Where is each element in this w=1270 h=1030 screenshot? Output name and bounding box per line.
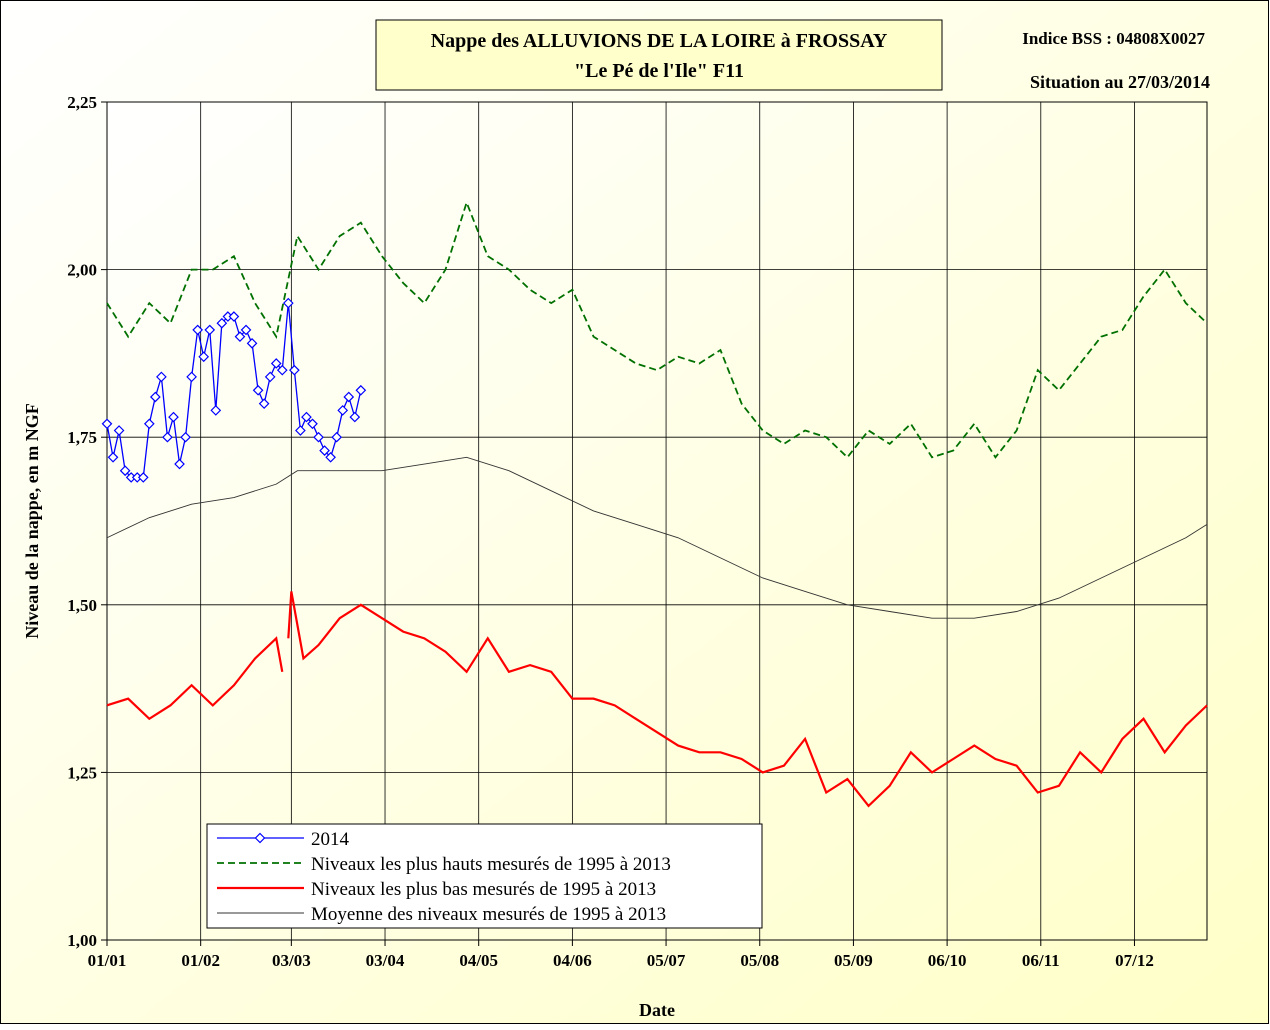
data-point bbox=[162, 431, 173, 443]
data-point bbox=[143, 418, 155, 430]
legend-box bbox=[206, 823, 763, 929]
legend-label: Niveaux les plus hauts mesurés de 1995 à… bbox=[311, 854, 671, 875]
y-tick-label: 1,50 bbox=[67, 596, 97, 615]
legend-label: Niveaux les plus bas mesurés de 1995 à 2… bbox=[311, 879, 656, 900]
x-tick-label: 07/12 bbox=[1115, 951, 1154, 970]
data-point bbox=[150, 391, 161, 403]
data-point bbox=[156, 371, 167, 383]
legend-label: Moyenne des niveaux mesurés de 1995 à 20… bbox=[311, 904, 666, 925]
x-tick-label: 06/11 bbox=[1022, 951, 1060, 970]
data-point bbox=[113, 425, 125, 436]
data-point bbox=[264, 371, 276, 383]
data-point bbox=[252, 384, 264, 396]
x-tick-label: 05/09 bbox=[834, 951, 873, 970]
data-point bbox=[101, 418, 113, 430]
x-tick-label: 05/07 bbox=[647, 951, 686, 970]
x-tick-label: 05/08 bbox=[740, 951, 779, 970]
data-point bbox=[325, 451, 336, 463]
data-point bbox=[301, 411, 312, 423]
data-point bbox=[198, 351, 210, 363]
data-point bbox=[168, 411, 179, 423]
data-point bbox=[343, 391, 355, 403]
data-point bbox=[307, 418, 318, 430]
data-point bbox=[107, 451, 119, 463]
x-tick-label: 03/04 bbox=[366, 951, 405, 970]
annotation: Situation au 27/03/2014 bbox=[1030, 72, 1210, 92]
y-tick-label: 2,00 bbox=[67, 261, 97, 280]
data-point bbox=[180, 431, 191, 443]
data-point bbox=[337, 405, 349, 416]
x-axis-label: Date bbox=[639, 1000, 675, 1020]
data-point bbox=[186, 371, 197, 383]
data-point bbox=[204, 324, 216, 336]
y-tick-label: 2,25 bbox=[67, 93, 97, 112]
annotation: Indice BSS : 04808X0027 bbox=[1022, 29, 1205, 48]
y-tick-label: 1,00 bbox=[67, 931, 97, 950]
data-point bbox=[137, 472, 149, 483]
data-point bbox=[355, 384, 367, 396]
x-tick-label: 06/10 bbox=[928, 951, 967, 970]
data-point bbox=[331, 431, 343, 443]
data-point bbox=[240, 324, 252, 336]
x-tick-label: 03/03 bbox=[272, 951, 311, 970]
data-point bbox=[174, 458, 185, 470]
data-point bbox=[349, 411, 361, 423]
data-point bbox=[216, 317, 228, 329]
y-tick-label: 1,75 bbox=[67, 428, 97, 447]
series-line bbox=[106, 591, 1208, 808]
data-point bbox=[295, 425, 306, 436]
data-point bbox=[192, 324, 204, 336]
y-axis-label: Niveau de la nappe, en m NGF bbox=[22, 403, 42, 639]
title-box bbox=[375, 19, 943, 91]
data-point bbox=[270, 358, 282, 369]
data-point bbox=[313, 431, 324, 443]
chart-title: Nappe des ALLUVIONS DE LA LOIRE à FROSSA… bbox=[431, 30, 888, 52]
x-tick-label: 04/06 bbox=[553, 951, 592, 970]
data-point bbox=[258, 398, 270, 410]
x-tick-label: 01/01 bbox=[88, 951, 127, 970]
data-point bbox=[119, 465, 131, 477]
data-point bbox=[228, 311, 240, 322]
chart-subtitle: "Le Pé de l'Ile" F11 bbox=[574, 60, 744, 82]
data-point bbox=[246, 337, 258, 349]
data-point bbox=[276, 364, 288, 376]
data-point bbox=[282, 297, 294, 309]
series-line bbox=[106, 456, 1208, 619]
x-tick-label: 01/02 bbox=[181, 951, 220, 970]
y-tick-label: 1,25 bbox=[67, 763, 97, 782]
x-tick-label: 04/05 bbox=[459, 951, 498, 970]
data-point bbox=[289, 364, 300, 376]
data-point bbox=[234, 331, 246, 342]
legend-marker bbox=[254, 832, 266, 844]
data-point bbox=[319, 445, 330, 456]
plot-area bbox=[106, 101, 1208, 941]
data-point bbox=[210, 405, 222, 416]
legend-label: 2014 bbox=[311, 829, 350, 850]
series-line bbox=[106, 199, 1208, 459]
